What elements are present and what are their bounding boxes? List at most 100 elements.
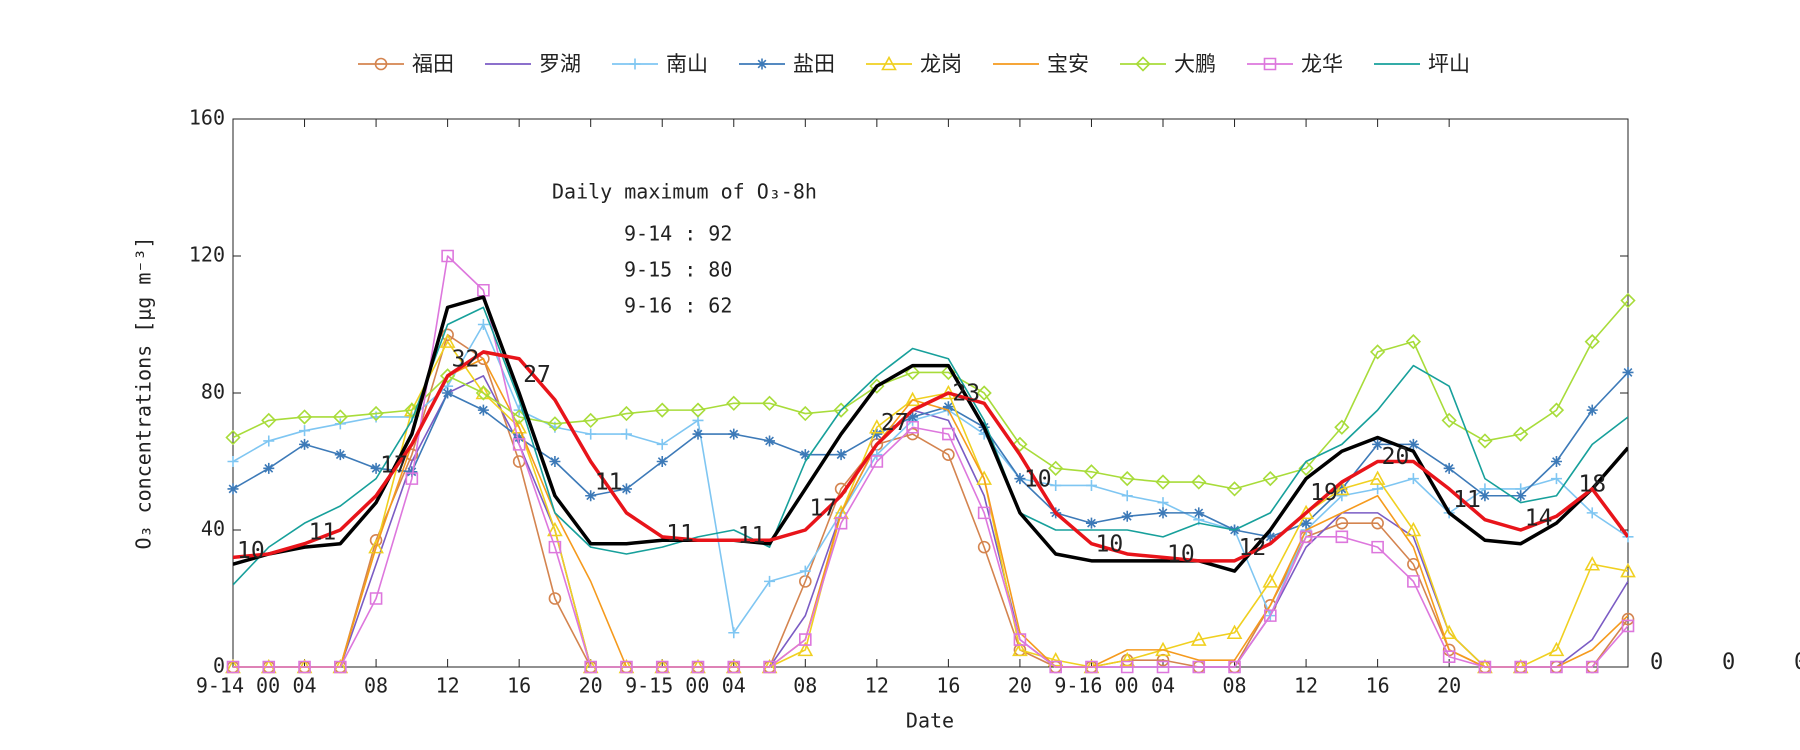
data-point xyxy=(477,319,489,330)
box-line: 9-16 : 62 xyxy=(624,294,732,318)
data-point xyxy=(1047,651,1064,667)
data-point xyxy=(1620,292,1636,309)
data-point xyxy=(726,395,742,411)
y-tick-label: 0 xyxy=(213,654,225,678)
y-tick-label: 120 xyxy=(189,243,225,267)
legend-marker xyxy=(881,55,897,71)
data-point xyxy=(477,404,489,416)
data-point xyxy=(1048,460,1064,476)
x-tick-label: 16 xyxy=(507,674,531,698)
data-point xyxy=(1264,531,1276,543)
data-point xyxy=(835,449,847,461)
data-point xyxy=(764,435,776,447)
data-point xyxy=(1478,660,1492,674)
data-point xyxy=(656,456,668,467)
data-point xyxy=(1014,473,1026,485)
data-point xyxy=(1586,507,1598,519)
data-point xyxy=(1155,474,1171,490)
data-point xyxy=(654,402,670,418)
data-point xyxy=(1407,473,1419,485)
data-point xyxy=(1264,609,1277,622)
data-point xyxy=(942,448,955,461)
right-label: 0 xyxy=(1650,650,1663,675)
data-point xyxy=(1442,650,1456,664)
data-point xyxy=(1226,481,1243,497)
data-point xyxy=(442,387,454,399)
legend-marker xyxy=(1135,56,1151,72)
data-point xyxy=(263,462,275,474)
series-line xyxy=(233,323,1628,634)
data-point xyxy=(513,432,525,444)
data-point xyxy=(1584,333,1600,350)
data-point xyxy=(1622,366,1634,378)
data-point xyxy=(477,283,490,297)
x-tick-label: 9-14 00 xyxy=(196,674,280,698)
x-tick-label: 16 xyxy=(1366,674,1390,698)
data-point xyxy=(904,364,921,381)
data-point xyxy=(763,660,776,674)
data-point xyxy=(728,627,740,639)
data-point xyxy=(834,516,848,530)
data-point xyxy=(620,428,632,440)
data-point xyxy=(1262,573,1279,588)
box-line: 9-14 : 92 xyxy=(624,222,732,246)
data-point xyxy=(1157,497,1169,509)
data-point xyxy=(1371,540,1384,554)
data-point xyxy=(1262,470,1278,487)
data-point xyxy=(1085,479,1097,491)
data-point xyxy=(1441,412,1457,429)
data-point xyxy=(1085,660,1098,674)
data-point xyxy=(799,565,811,577)
data-point xyxy=(227,456,239,467)
data-point xyxy=(690,402,706,418)
point-label: 10 xyxy=(1024,466,1052,492)
data-point xyxy=(1193,507,1205,519)
legend-label: 福田 xyxy=(412,52,454,76)
data-point xyxy=(1369,344,1386,360)
data-point xyxy=(475,385,492,401)
data-point xyxy=(368,405,384,422)
data-point xyxy=(1121,490,1133,502)
data-point xyxy=(1550,456,1562,467)
data-point xyxy=(1156,660,1170,674)
legend-label: 大鹏 xyxy=(1174,52,1216,76)
x-tick-label: 20 xyxy=(1008,674,1032,698)
x-tick-label: 12 xyxy=(1294,674,1318,698)
point-label: 23 xyxy=(952,381,980,407)
x-axis-label: Date xyxy=(906,709,954,733)
data-point xyxy=(692,428,704,440)
data-point xyxy=(512,438,526,451)
data-point xyxy=(833,402,849,418)
legend-label: 坪山 xyxy=(1428,52,1470,76)
data-point xyxy=(585,490,597,502)
x-tick-label: 08 xyxy=(1222,674,1246,698)
data-point xyxy=(1585,660,1599,674)
point-label: 11 xyxy=(309,519,337,545)
data-point xyxy=(299,438,311,450)
data-point xyxy=(547,521,563,537)
data-point xyxy=(368,538,384,554)
data-point xyxy=(1372,438,1384,450)
data-point xyxy=(904,391,921,407)
data-point xyxy=(869,419,885,434)
data-point xyxy=(906,427,919,441)
data-point xyxy=(1120,660,1134,674)
data-point xyxy=(655,660,669,674)
data-point xyxy=(369,592,383,605)
data-point xyxy=(1621,612,1635,626)
point-label: 20 xyxy=(1382,444,1410,470)
right-label: 0 xyxy=(1794,650,1800,675)
point-label: 27 xyxy=(523,362,551,388)
data-point xyxy=(439,333,456,348)
x-tick-label: 20 xyxy=(579,674,603,698)
data-point xyxy=(548,540,562,554)
data-point xyxy=(334,660,347,674)
data-point xyxy=(1050,479,1062,491)
right-label: 0 xyxy=(1722,650,1735,675)
series-line xyxy=(233,295,1628,573)
data-point xyxy=(1299,530,1313,544)
data-point xyxy=(1548,402,1565,418)
x-tick-label: 12 xyxy=(436,674,460,698)
y-tick-label: 40 xyxy=(201,517,225,541)
series-line xyxy=(233,306,1628,586)
